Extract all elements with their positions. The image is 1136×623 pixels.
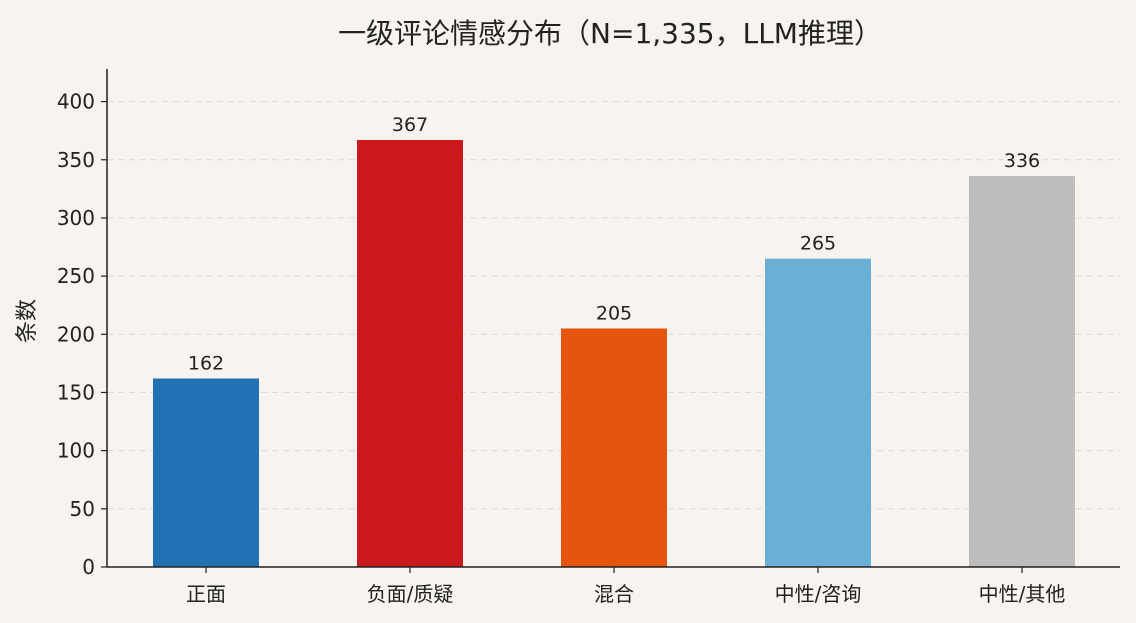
y-tick-label: 50: [70, 497, 95, 521]
bar-value-label: 336: [1004, 150, 1040, 172]
x-tick-label: 中性/其他: [979, 582, 1066, 606]
bar: [357, 139, 463, 568]
y-axis-label: 条数: [15, 299, 40, 343]
y-tick-label: 250: [57, 264, 95, 288]
bar-value-label: 205: [596, 302, 632, 324]
axes-layer: [101, 69, 1120, 573]
chart-title: 一级评论情感分布（N=1,335，LLM推理）: [338, 17, 882, 50]
y-tick-label: 350: [57, 148, 95, 172]
bar: [153, 378, 259, 567]
bars-layer: [153, 139, 1075, 568]
y-tick-label: 200: [57, 322, 95, 346]
x-tick-label: 正面: [186, 582, 226, 606]
bar: [765, 258, 871, 567]
y-tick-label: 100: [57, 439, 95, 463]
bar: [969, 176, 1075, 567]
labels-layer: 0 50 100 150 200 250 300 350 400 162 正面 367 负面/质疑 205…: [57, 90, 1066, 606]
y-tick-label: 400: [57, 90, 95, 114]
x-tick-label: 混合: [594, 582, 634, 606]
x-tick-label: 中性/咨询: [775, 582, 862, 606]
bar-value-label: 367: [392, 114, 428, 136]
bar-value-label: 265: [800, 233, 836, 255]
y-tick-label: 300: [57, 206, 95, 230]
y-tick-label: 150: [57, 380, 95, 404]
x-tick-label: 负面/质疑: [367, 582, 454, 606]
y-tick-label: 0: [82, 555, 95, 579]
bar: [561, 328, 667, 567]
bar-value-label: 162: [188, 353, 224, 375]
